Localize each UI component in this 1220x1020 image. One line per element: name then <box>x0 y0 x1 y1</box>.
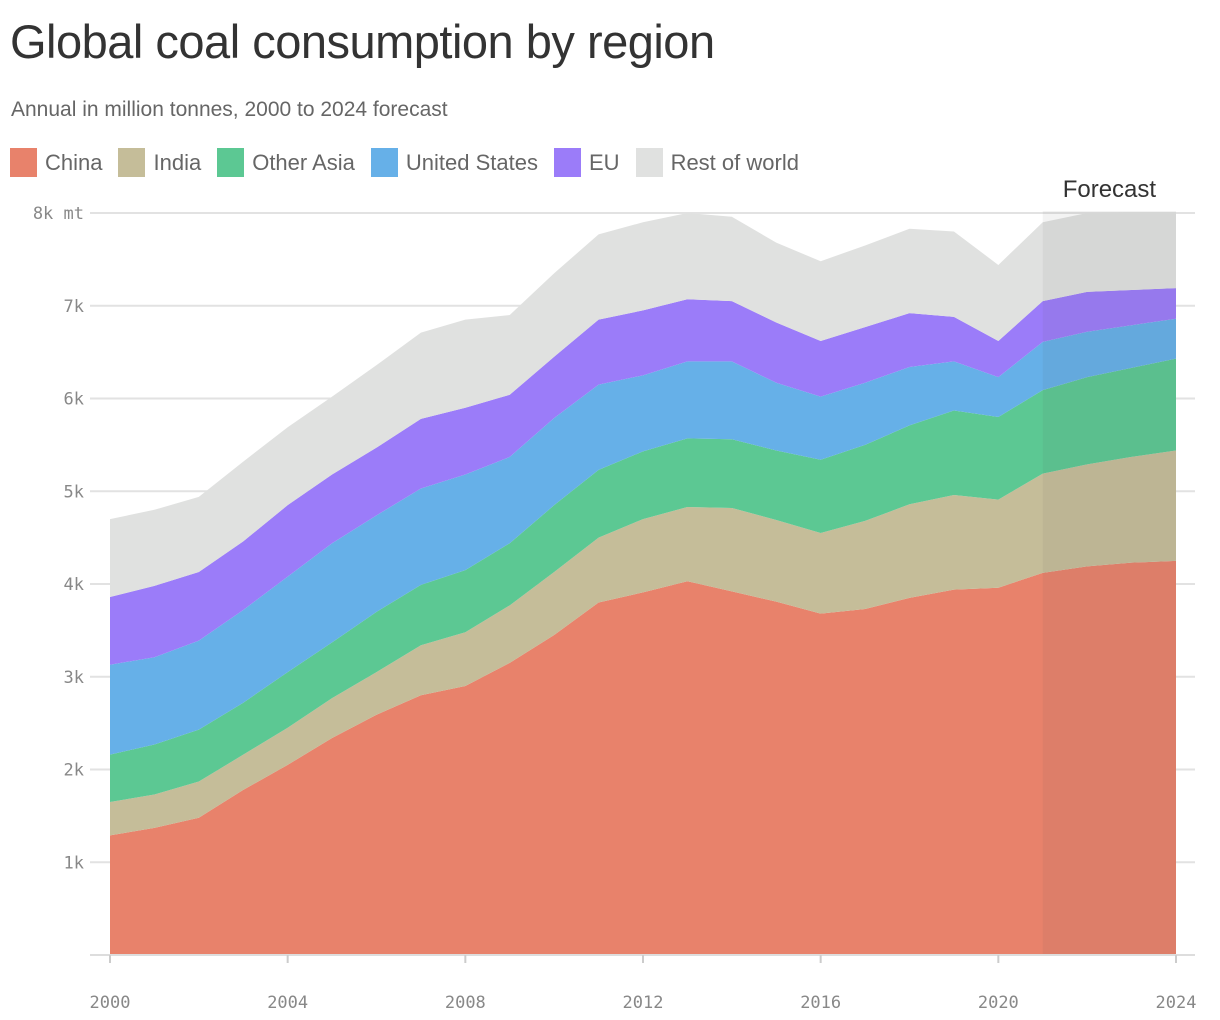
y-tick-label: 8k mt <box>33 204 84 224</box>
x-tick-label: 2024 <box>1156 993 1197 1013</box>
legend: China India Other Asia United States EU Rest … <box>10 148 815 177</box>
legend-item: India <box>118 148 201 177</box>
legend-label: Other Asia <box>252 149 355 175</box>
legend-swatch <box>635 148 663 177</box>
legend-label: China <box>45 149 103 175</box>
x-tick-label: 2016 <box>800 993 841 1013</box>
legend-swatch <box>217 148 245 177</box>
legend-item: Rest of world <box>635 148 799 177</box>
area-other-asia <box>110 358 1176 802</box>
forecast-shade <box>1042 211 1176 955</box>
x-tick-label: 2000 <box>90 993 131 1013</box>
area-rest-of-world <box>110 212 1176 597</box>
legend-swatch <box>118 148 146 177</box>
y-tick-label: 3k <box>64 668 84 688</box>
legend-label: United States <box>405 149 538 175</box>
area-india <box>110 450 1176 836</box>
area-united-states <box>110 318 1176 755</box>
y-tick-label: 4k <box>64 575 84 595</box>
y-tick-label: 6k <box>64 390 84 410</box>
y-tick-label: 7k <box>64 297 84 317</box>
x-tick-label: 2004 <box>267 993 308 1013</box>
area-china <box>110 560 1176 955</box>
legend-label: India <box>153 149 202 175</box>
legend-item: United States <box>370 148 538 177</box>
forecast-label: Forecast <box>1063 176 1157 203</box>
x-tick-label: 2020 <box>978 993 1019 1013</box>
legend-swatch <box>554 148 581 177</box>
y-tick-label: 1k <box>64 853 84 873</box>
legend-item: Other Asia <box>217 148 355 177</box>
y-tick-label: 5k <box>64 482 84 502</box>
chart-subtitle: Annual in million tonnes, 2000 to 2024 f… <box>11 98 448 121</box>
x-tick-label: 2012 <box>623 993 664 1013</box>
chart-title: Global coal consumption by region <box>10 15 715 68</box>
legend-swatch <box>10 148 37 177</box>
legend-label: Rest of world <box>670 149 799 175</box>
x-tick-label: 2008 <box>445 993 486 1013</box>
area-eu <box>110 288 1176 665</box>
legend-label: EU <box>589 149 620 175</box>
y-tick-label: 2k <box>64 761 84 781</box>
legend-item: China <box>10 148 102 177</box>
legend-item: EU <box>554 148 620 177</box>
legend-swatch <box>370 148 398 177</box>
